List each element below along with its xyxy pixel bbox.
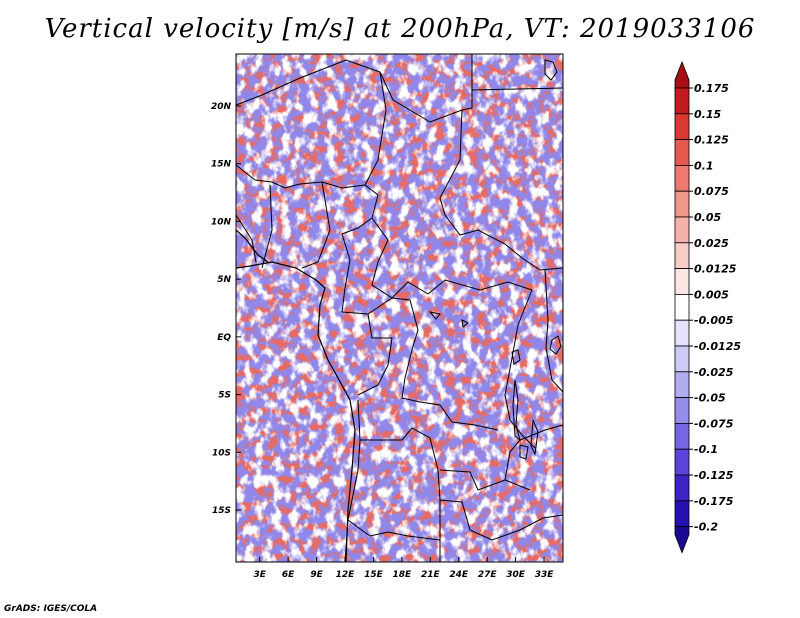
x-tick-label: 24E (449, 570, 469, 580)
lakes (428, 59, 562, 460)
credit-text: GrADS: IGES/COLA (4, 604, 98, 614)
x-tick-label: 21E (421, 570, 441, 580)
x-tick-label: 15E (364, 570, 384, 580)
colorbar-label: -0.05 (694, 392, 726, 405)
colorbar: 0.175 0.15 0.125 0.1 0.075 0.05 0.025 0.0125 0.0… (674, 60, 741, 554)
x-tick-label: 12E (336, 570, 356, 580)
colorbar-swatch (674, 319, 690, 347)
y-tick-label: 20N (211, 102, 232, 112)
colorbar-swatch (674, 397, 690, 424)
x-tick-label: 33E (535, 570, 555, 580)
colorbar-swatch (674, 190, 690, 218)
x-tick-label: 3E (253, 570, 266, 580)
colorbar-label: -0.175 (694, 495, 734, 508)
colorbar-label: -0.0125 (694, 340, 741, 353)
colorbar-swatch (674, 422, 690, 450)
y-tick-label: 5S (218, 391, 231, 401)
colorbar-swatch (674, 242, 690, 270)
y-tick-label: 10S (212, 448, 231, 458)
colorbar-label: -0.075 (694, 417, 734, 430)
colorbar-swatch (674, 87, 690, 115)
colorbar-swatch (674, 500, 690, 527)
x-tick-label: 18E (393, 570, 413, 580)
colorbar-label: -0.2 (694, 521, 718, 534)
colorbar-swatch (674, 268, 690, 295)
colorbar-label: 0.15 (694, 108, 721, 121)
colorbar-label: -0.005 (694, 314, 734, 327)
colorbar-label: 0.075 (694, 185, 729, 198)
plot-area (236, 54, 563, 562)
colorbar-swatch (674, 216, 690, 244)
colorbar-swatch (674, 371, 690, 398)
x-tick-label: 9E (310, 570, 323, 580)
colorbar-label: 0.175 (694, 82, 729, 95)
y-axis: 20N 15N 10N 5N EQ 5S 10S 15S (211, 102, 241, 516)
colorbar-label: 0.025 (694, 237, 729, 250)
y-tick-label: EQ (217, 333, 231, 343)
colorbar-swatch (674, 448, 690, 476)
x-tick-label: 27E (478, 570, 498, 580)
y-tick-label: 15S (212, 506, 231, 516)
colorbar-label: 0.05 (694, 211, 721, 224)
y-tick-label: 15N (211, 160, 232, 170)
colorbar-swatch (674, 139, 690, 166)
colorbar-swatch (674, 474, 690, 502)
colorbar-swatch (674, 164, 690, 192)
colorbar-swatch (674, 345, 690, 373)
x-axis: 3E 6E 9E 12E 15E 18E 21E 24E 27E 30E 33E (253, 557, 554, 580)
y-tick-label: 5N (217, 275, 231, 285)
colorbar-label: 0.1 (694, 159, 714, 172)
colorbar-label: -0.025 (694, 366, 734, 379)
chart-title: Vertical velocity [m/s] at 200hPa, VT: 2… (44, 14, 756, 44)
colorbar-label: 0.005 (694, 288, 729, 301)
colorbar-label: 0.125 (694, 134, 729, 147)
y-tick-label: 10N (211, 217, 232, 227)
coastline (236, 229, 356, 562)
colorbar-label: -0.125 (694, 469, 734, 482)
x-tick-label: 6E (282, 570, 295, 580)
colorbar-swatch (674, 60, 690, 89)
colorbar-label: -0.1 (694, 443, 718, 456)
colorbar-label: 0.0125 (694, 263, 737, 276)
plot-frame (235, 53, 564, 563)
colorbar-swatch (674, 293, 690, 321)
colorbar-swatch (674, 526, 690, 554)
x-tick-label: 30E (506, 570, 526, 580)
colorbar-swatch (674, 113, 690, 141)
field-texture (236, 54, 563, 562)
